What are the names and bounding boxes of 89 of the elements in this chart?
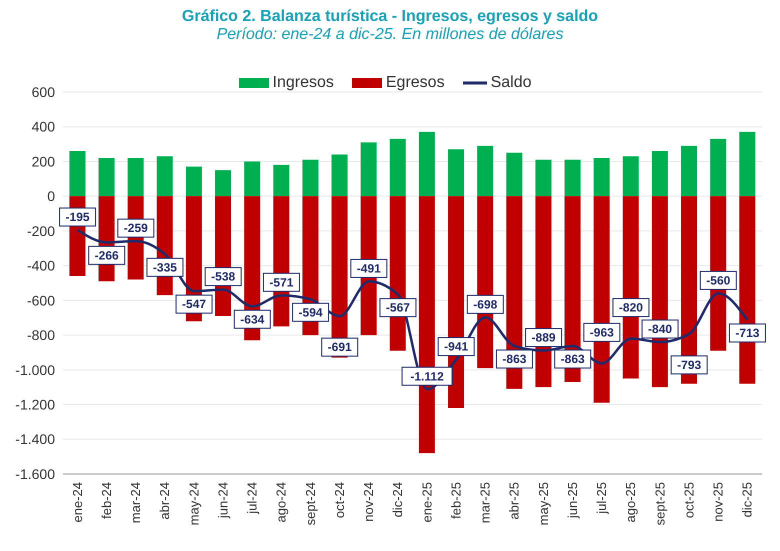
data-label: -691 (328, 340, 352, 354)
data-label: -889 (532, 330, 556, 345)
y-tick-label: -1.200 (15, 396, 56, 413)
data-label: -840 (648, 322, 672, 336)
x-tick-label: nov-24 (361, 482, 376, 522)
data-label: -820 (618, 300, 644, 315)
bar (390, 138, 406, 196)
chart-subtitle: Período: ene-24 a dic-25. En millones de dólares (216, 26, 564, 44)
data-label: -634 (240, 312, 265, 326)
data-label: -713 (735, 326, 760, 340)
x-tick-label: feb-25 (448, 482, 464, 519)
data-label: -538 (211, 270, 236, 284)
bar (681, 146, 698, 196)
x-tick-label: jul-24 (244, 482, 260, 515)
x-tick-label: ene-25 (419, 482, 434, 522)
bar (186, 166, 202, 196)
data-label: -594 (298, 305, 323, 320)
y-tick-label: -1.000 (15, 362, 56, 378)
y-tick-label: -400 (26, 258, 56, 274)
bar (506, 152, 522, 196)
y-tick-label: -600 (26, 292, 56, 308)
data-label: -941 (444, 340, 469, 354)
bar (98, 158, 115, 196)
x-tick-label: abr-25 (506, 482, 522, 520)
bar (69, 151, 86, 196)
data-label: -1.112 (410, 369, 444, 384)
y-tick-label: -800 (26, 327, 56, 344)
bar (302, 160, 318, 196)
data-label: -863 (502, 352, 527, 366)
bar (215, 170, 232, 196)
data-label: -259 (124, 221, 148, 236)
bar (594, 158, 610, 196)
x-tick-label: ago-25 (623, 482, 638, 522)
data-label: -547 (182, 297, 206, 312)
y-tick-label: -200 (26, 222, 56, 239)
data-label: -863 (560, 352, 586, 366)
bar (652, 151, 668, 196)
bar (535, 160, 552, 196)
x-tick-label: sept-24 (302, 482, 318, 526)
bar (418, 132, 435, 196)
data-label: -195 (66, 210, 90, 224)
x-tick-label: nov-25 (710, 482, 726, 522)
y-tick-label: 200 (32, 153, 56, 170)
x-tick-label: mar-24 (128, 482, 144, 524)
data-label: -560 (706, 273, 731, 288)
legend-label: Saldo (490, 74, 532, 92)
x-tick-label: jun-25 (564, 482, 580, 520)
bar (739, 132, 756, 196)
data-label: -698 (473, 297, 498, 312)
legend-label: Egresos (384, 74, 445, 92)
data-label: -793 (677, 358, 702, 372)
x-tick-label: dic-25 (740, 482, 755, 518)
data-label: -571 (269, 275, 294, 290)
x-tick-label: may-24 (186, 482, 202, 526)
bar (332, 154, 348, 196)
x-tick-label: oct-25 (681, 482, 696, 518)
x-tick-label: feb-24 (98, 482, 114, 519)
bar (564, 160, 581, 196)
x-tick-label: abr-24 (157, 482, 172, 520)
x-tick-label: sept-25 (652, 482, 668, 526)
data-label: -491 (356, 261, 382, 276)
legend-label: Ingresos (272, 74, 334, 92)
data-label: -266 (94, 248, 120, 262)
y-tick-label: -1.400 (15, 431, 56, 448)
bar (710, 138, 726, 196)
x-tick-label: ene-24 (70, 482, 85, 522)
bar (477, 146, 494, 196)
x-tick-label: jun-24 (215, 482, 230, 520)
data-label: -335 (152, 260, 178, 274)
x-tick-label: may-25 (536, 482, 551, 526)
chart-title: Gráfico 2. Balanza turística - Ingresos, egresos y saldo (180, 8, 600, 26)
bar (244, 161, 260, 196)
x-tick-label: ago-24 (274, 482, 289, 522)
y-tick-label: -1.600 (15, 466, 56, 482)
y-tick-label: 600 (32, 84, 56, 100)
data-label: -963 (590, 325, 614, 340)
bar (273, 164, 290, 196)
bar (448, 149, 464, 196)
bar (360, 142, 377, 196)
x-tick-label: jul-25 (594, 482, 610, 515)
bar (156, 156, 173, 196)
x-tick-label: mar-25 (478, 482, 493, 524)
bar (128, 158, 144, 196)
y-tick-label: 0 (47, 188, 56, 204)
bar (622, 156, 639, 196)
x-tick-label: oct-24 (332, 482, 347, 518)
data-label: -567 (386, 300, 410, 315)
y-tick-label: 400 (32, 118, 56, 135)
x-tick-label: dic-24 (390, 482, 406, 518)
